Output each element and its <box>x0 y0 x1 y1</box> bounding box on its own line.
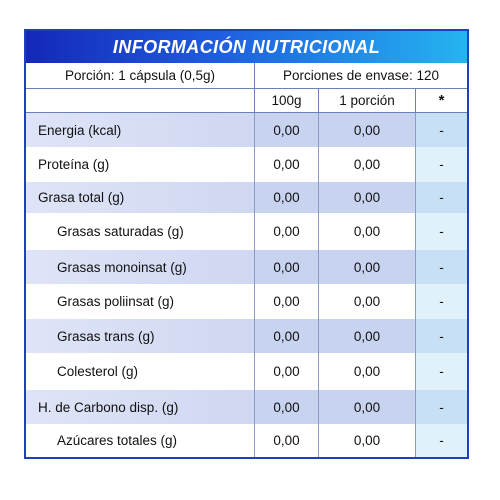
table-title: INFORMACIÓN NUTRICIONAL <box>112 36 381 57</box>
value-portion: 0,00 <box>318 390 415 424</box>
value-portion: 0,00 <box>318 213 415 250</box>
header-label <box>26 89 254 112</box>
nutrition-facts-table: INFORMACIÓN NUTRICIONAL Porción: 1 cápsu… <box>24 29 469 459</box>
value-portion: 0,00 <box>318 182 415 213</box>
value-portion: 0,00 <box>318 424 415 457</box>
value-portion: 0,00 <box>318 319 415 353</box>
servings-per-container: Porciones de envase: 120 <box>282 68 440 83</box>
value-portion: 0,00 <box>318 284 415 319</box>
nutrient-label: Energia (kcal) <box>26 113 254 147</box>
table-row: Proteína (g) 0,00 0,00 - <box>26 147 467 182</box>
serving-info-row: Porción: 1 cápsula (0,5g) Porciones de e… <box>26 63 467 89</box>
value-100g: 0,00 <box>254 424 318 457</box>
table-row: Energia (kcal) 0,00 0,00 - <box>26 113 467 147</box>
value-portion: 0,00 <box>318 250 415 284</box>
value-100g: 0,00 <box>254 284 318 319</box>
title-bar: INFORMACIÓN NUTRICIONAL <box>26 31 467 63</box>
value-portion: 0,00 <box>318 353 415 390</box>
nutrient-label: Grasas poliinsat (g) <box>57 294 175 309</box>
nutrient-label: Grasas trans (g) <box>26 319 254 353</box>
value-star: - <box>415 113 467 147</box>
value-100g: 0,00 <box>254 182 318 213</box>
value-100g: 0,00 <box>254 250 318 284</box>
nutrient-label: Grasas saturadas (g) <box>57 224 184 239</box>
value-100g: 0,00 <box>254 353 318 390</box>
table-row: H. de Carbono disp. (g) 0,00 0,00 - <box>26 390 467 424</box>
value-star: - <box>415 250 467 284</box>
nutrient-label: Colesterol (g) <box>57 364 139 379</box>
header-portion: 1 porción <box>318 89 415 112</box>
value-star: - <box>415 182 467 213</box>
value-star: - <box>415 424 467 457</box>
nutrient-label: Proteína (g) <box>38 157 110 172</box>
value-100g: 0,00 <box>254 319 318 353</box>
value-portion: 0,00 <box>318 113 415 147</box>
column-header-row: 100g 1 porción * <box>26 89 467 113</box>
portion-size: Porción: 1 cápsula (0,5g) <box>26 63 255 88</box>
table-row: Colesterol (g) 0,00 0,00 - <box>26 353 467 390</box>
value-star: - <box>415 353 467 390</box>
table-row: Azúcares totales (g) 0,00 0,00 - <box>26 424 467 457</box>
header-star: * <box>415 89 467 112</box>
value-100g: 0,00 <box>254 213 318 250</box>
value-star: - <box>415 319 467 353</box>
value-star: - <box>415 284 467 319</box>
value-star: - <box>415 213 467 250</box>
nutrient-label: H. de Carbono disp. (g) <box>26 390 254 424</box>
table-row: Grasas monoinsat (g) 0,00 0,00 - <box>26 250 467 284</box>
value-portion: 0,00 <box>318 147 415 182</box>
value-100g: 0,00 <box>254 147 318 182</box>
value-star: - <box>415 390 467 424</box>
nutrient-label: Grasa total (g) <box>26 182 254 213</box>
value-100g: 0,00 <box>254 113 318 147</box>
nutrient-label: Azúcares totales (g) <box>57 433 178 448</box>
table-row: Grasa total (g) 0,00 0,00 - <box>26 182 467 213</box>
value-star: - <box>415 147 467 182</box>
table-row: Grasas poliinsat (g) 0,00 0,00 - <box>26 284 467 319</box>
table-row: Grasas saturadas (g) 0,00 0,00 - <box>26 213 467 250</box>
nutrient-label: Grasas monoinsat (g) <box>26 250 254 284</box>
value-100g: 0,00 <box>254 390 318 424</box>
table-row: Grasas trans (g) 0,00 0,00 - <box>26 319 467 353</box>
header-100g: 100g <box>254 89 318 112</box>
